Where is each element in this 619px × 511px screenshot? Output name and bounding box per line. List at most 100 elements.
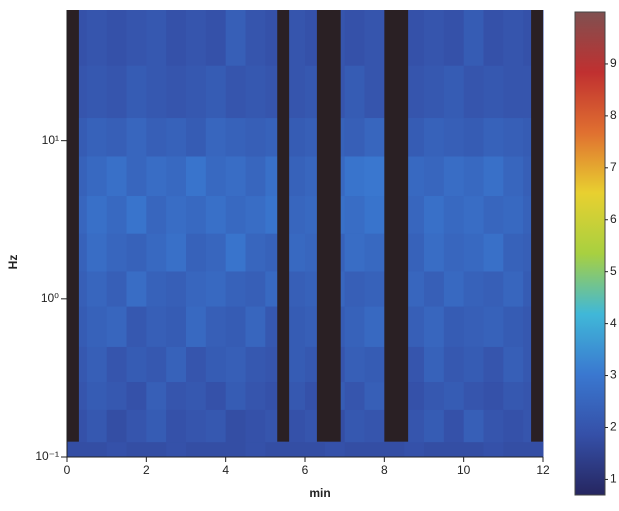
heatmap-cell [404,117,425,157]
heatmap-cell [344,10,365,66]
heatmap-cell [225,233,246,272]
colorbar-tick-label: 3 [610,368,617,382]
heatmap-cell [404,441,425,458]
heatmap-cell [463,346,484,383]
heatmap-cell [344,381,365,410]
x-tick-label: 6 [302,463,309,477]
heatmap-cell [245,65,266,119]
heatmap-cell [146,441,167,458]
heatmap-cell [126,346,147,383]
heatmap-cell [424,270,445,307]
heatmap-cell [106,381,127,410]
heatmap-cell [344,233,365,272]
heatmap-cell [126,381,147,410]
heatmap-cell [146,117,167,157]
heatmap-cell [166,233,187,272]
heatmap-cell [86,10,108,66]
heatmap-cell [285,10,306,66]
heatmap-cell [503,10,524,66]
heatmap-cell [86,65,108,119]
heatmap-cell [344,306,365,347]
heatmap-cell [285,65,306,119]
heatmap-cell [404,195,425,234]
heatmap-cell [344,409,365,443]
heatmap-cell [166,409,187,443]
heatmap-cell [424,409,445,443]
heatmap-cell [463,409,484,443]
heatmap-cell [126,195,147,234]
heatmap-cell [483,381,504,410]
heatmap-cell [225,117,246,157]
heatmap-cell [483,346,504,383]
heatmap-cell [245,155,266,197]
heatmap-cell [126,233,147,272]
heatmap-cell [404,270,425,307]
heatmap-cell [503,65,524,119]
heatmap-cell [245,346,266,383]
heatmap-cell [225,409,246,443]
colorbar-tick-label: 2 [610,420,617,434]
heatmap-cell [166,346,187,383]
heatmap-cell [86,233,108,272]
heatmap-cell [106,306,127,347]
heatmap-cell [344,346,365,383]
heatmap-cell [404,10,425,66]
heatmap-cell [483,195,504,234]
x-axis-label: min [309,486,330,500]
heatmap-cell [364,10,385,66]
heatmap-cell [285,441,306,458]
heatmap-cell [166,117,187,157]
heatmap-cell [483,65,504,119]
heatmap-cell [424,306,445,347]
heatmap-cell [404,409,425,443]
x-tick-label: 12 [536,463,550,477]
colorbar-tick-label: 7 [610,160,617,174]
heatmap-cell [324,441,346,458]
heatmap-cell [443,409,465,443]
heatmap-cell [503,117,524,157]
heatmap-cell [344,65,365,119]
heatmap-cell [126,306,147,347]
heatmap-cell [483,117,504,157]
colorbar-tick-label: 9 [610,56,617,70]
heatmap-cell [483,441,504,458]
heatmap-cell [166,65,187,119]
data-gap [531,10,543,442]
heatmap-cell [126,441,147,458]
x-tick-label: 0 [64,463,71,477]
heatmap-cell [285,409,306,443]
heatmap-cell [285,233,306,272]
heatmap-cell [205,233,227,272]
heatmap-cell [245,270,266,307]
heatmap-cell [364,441,385,458]
heatmap-cell [146,270,167,307]
heatmap-cell [186,155,207,197]
heatmap-cell [205,346,227,383]
heatmap-cell [404,65,425,119]
heatmap-cell [463,155,484,197]
heatmap-cell [166,155,187,197]
heatmap-cell [483,409,504,443]
heatmap-cell [245,233,266,272]
heatmap-cell [126,155,147,197]
heatmap-cell [424,65,445,119]
heatmap-cell [86,409,108,443]
heatmap-cell [126,117,147,157]
heatmap-cell [364,233,385,272]
heatmap-cell [186,233,207,272]
heatmap-cell [424,233,445,272]
data-gap [277,10,290,442]
heatmap-cell [106,10,127,66]
heatmap-cell [443,270,465,307]
heatmap-cell [86,155,108,197]
heatmap-cell [205,10,227,66]
heatmap-cell [245,195,266,234]
heatmap-cell [364,306,385,347]
heatmap-cell [86,381,108,410]
x-tick-label: 2 [143,463,150,477]
heatmap-cell [86,270,108,307]
heatmap-cell [364,65,385,119]
heatmap-cell [503,441,524,458]
heatmap-cell [245,306,266,347]
